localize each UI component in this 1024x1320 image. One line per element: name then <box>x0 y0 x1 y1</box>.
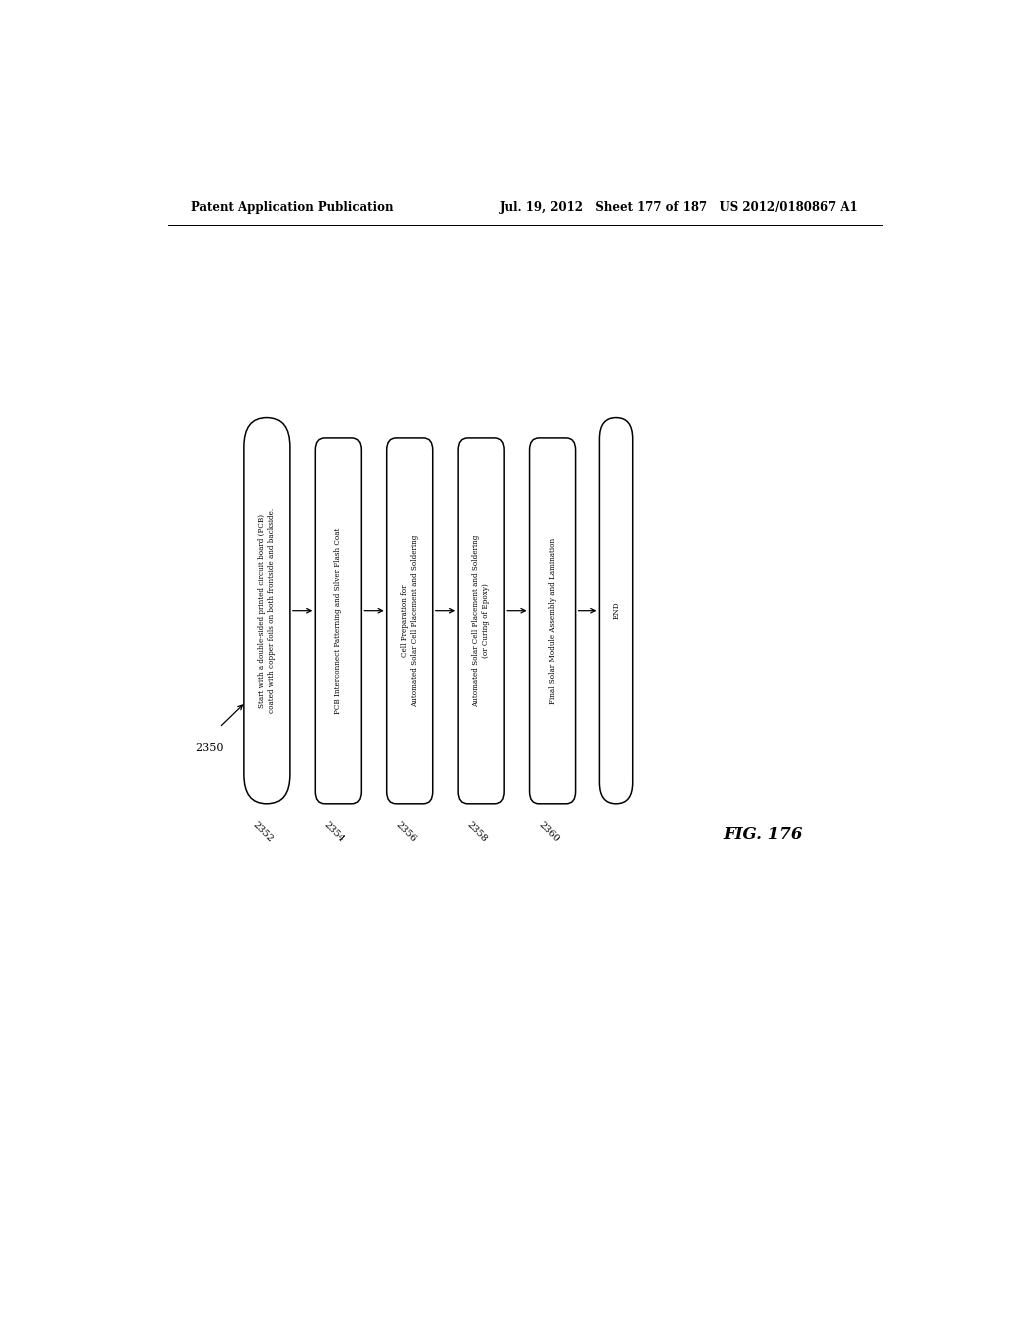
FancyBboxPatch shape <box>315 438 361 804</box>
Text: Patent Application Publication: Patent Application Publication <box>191 201 394 214</box>
Text: 2358: 2358 <box>465 820 489 843</box>
Text: 2356: 2356 <box>394 820 418 843</box>
FancyBboxPatch shape <box>387 438 433 804</box>
Text: PCB Interconnect Patterning and Silver Flash Coat: PCB Interconnect Patterning and Silver F… <box>334 528 342 714</box>
Text: END: END <box>612 602 621 619</box>
FancyBboxPatch shape <box>599 417 633 804</box>
FancyBboxPatch shape <box>529 438 575 804</box>
Text: 2350: 2350 <box>196 743 224 752</box>
Text: Automated Solar Cell Placement and Soldering
(or Curing of Epoxy): Automated Solar Cell Placement and Solde… <box>472 535 490 708</box>
FancyBboxPatch shape <box>458 438 504 804</box>
Text: 2360: 2360 <box>537 820 560 843</box>
FancyBboxPatch shape <box>244 417 290 804</box>
Text: FIG. 176: FIG. 176 <box>723 826 803 842</box>
Text: 2354: 2354 <box>323 820 346 843</box>
Text: 2352: 2352 <box>251 820 274 843</box>
Text: Final Solar Module Assembly and Lamination: Final Solar Module Assembly and Laminati… <box>549 537 557 704</box>
Text: Jul. 19, 2012   Sheet 177 of 187   US 2012/0180867 A1: Jul. 19, 2012 Sheet 177 of 187 US 2012/0… <box>500 201 858 214</box>
Text: Start with a double-sided printed circuit board (PCB)
coated with copper foils o: Start with a double-sided printed circui… <box>258 508 276 713</box>
Text: Cell Preparation for
Automated Solar Cell Placement and Soldering: Cell Preparation for Automated Solar Cel… <box>400 535 419 708</box>
